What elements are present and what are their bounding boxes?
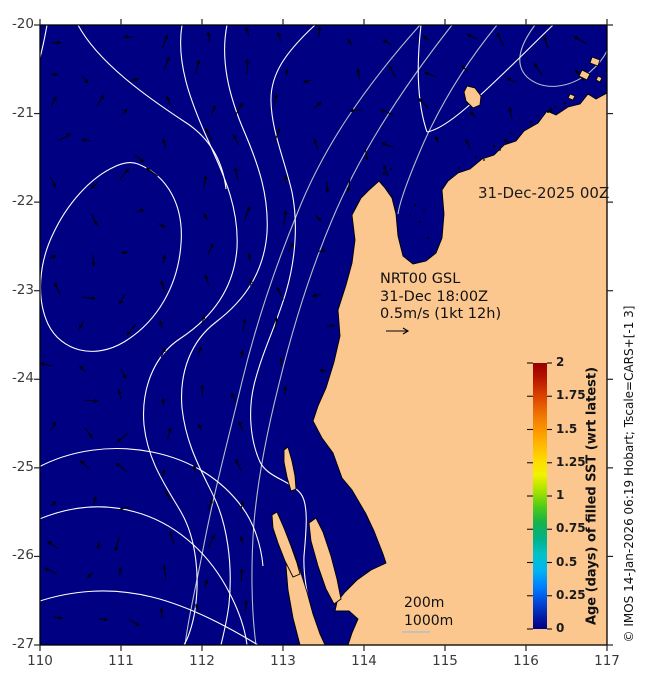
y-tick-label: -21 xyxy=(11,104,34,121)
date-stamp: 31-Dec-2025 00Z xyxy=(478,184,610,202)
legend-1000m-label: 1000m xyxy=(404,613,454,629)
legend-200m-label: 200m xyxy=(404,595,445,611)
y-tick-label: -25 xyxy=(11,458,34,475)
x-tick-label: 113 xyxy=(270,653,296,669)
coastal-islets-speckles xyxy=(382,101,567,251)
barrow-island xyxy=(463,85,482,109)
depth-legend: 200m 1000m xyxy=(404,594,453,630)
forecast-valid-time: 31-Dec 18:00Z xyxy=(380,288,489,305)
y-tick-label: -20 xyxy=(11,16,34,32)
colorbar-tick-label: 0 xyxy=(556,621,565,635)
colorbar-tick-label: 1.75 xyxy=(556,388,586,403)
colorbar-tick-label: 0.5 xyxy=(556,554,578,569)
y-tick-label: -27 xyxy=(11,636,34,652)
plot-border xyxy=(39,24,608,646)
dirk-hartog-island xyxy=(271,511,301,578)
forecast-annotation: NRT00 GSL 31-Dec 18:00Z 0.5m/s (1kt 12h) xyxy=(380,271,501,324)
x-tick-label: 110 xyxy=(27,653,53,669)
x-tick-label: 115 xyxy=(432,653,458,669)
peron-peninsula xyxy=(308,517,342,605)
current-vector-arrows xyxy=(39,26,587,627)
x-tick-label: 117 xyxy=(594,653,620,669)
y-tick-label: -24 xyxy=(11,370,34,387)
colorbar-tick-label: 1 xyxy=(556,488,565,502)
colorbar-tick-label: 1.5 xyxy=(556,421,578,436)
axis-tick-marks xyxy=(34,19,613,651)
colorbar-tick-marks xyxy=(527,362,552,630)
forecast-model: NRT00 GSL xyxy=(380,271,461,287)
scale-arrow xyxy=(386,327,410,335)
colorbar-tick-label: 0.25 xyxy=(556,587,586,602)
bathymetry-1000m-contours xyxy=(184,24,608,646)
colorbar-tick-label: 1.25 xyxy=(556,454,586,469)
bernier-dorre-islands xyxy=(283,446,297,492)
y-tick-label: -22 xyxy=(11,193,34,210)
colorbar-tick-label: 2 xyxy=(556,355,565,369)
x-tick-label: 112 xyxy=(189,653,215,669)
copyright-credit: © IMOS 14-Jan-2026 06:19 Hobart; Tscale=… xyxy=(622,305,636,643)
x-tick-label: 114 xyxy=(351,653,377,669)
dampier-islets xyxy=(567,56,603,101)
colorbar-tick-label: 0.75 xyxy=(556,521,586,536)
colorbar xyxy=(533,363,547,629)
y-tick-label: -26 xyxy=(11,547,34,564)
y-tick-label: -23 xyxy=(11,281,34,298)
vector-scale-label: 0.5m/s (1kt 12h) xyxy=(380,306,502,322)
x-tick-label: 116 xyxy=(513,653,539,669)
x-tick-label: 111 xyxy=(108,653,134,669)
colorbar-title: Age (days) of filled SST (wrt latest) xyxy=(584,366,600,626)
